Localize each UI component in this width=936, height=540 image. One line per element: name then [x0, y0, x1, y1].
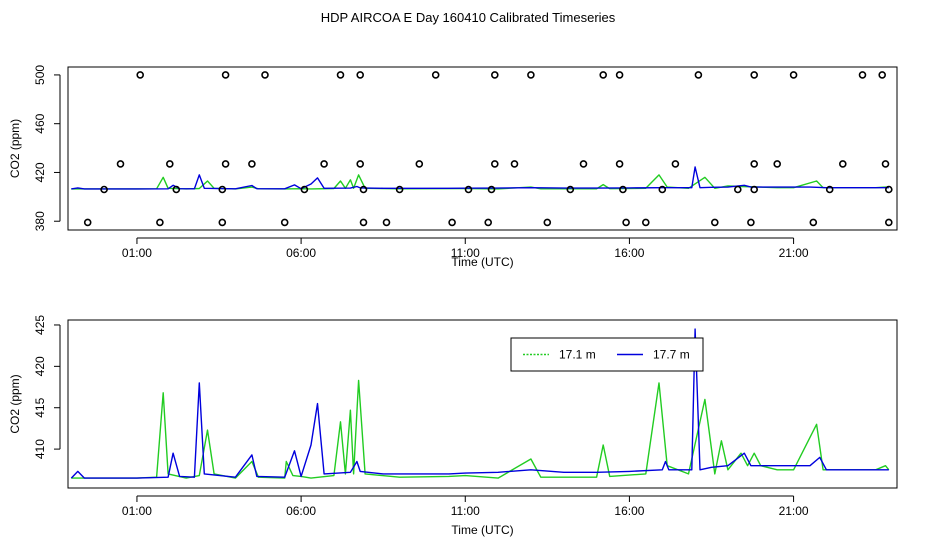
scatter-point	[484, 218, 493, 227]
scatter-point	[221, 160, 230, 168]
scatter-point	[382, 218, 391, 227]
scatter-point	[359, 218, 368, 227]
scatter-point	[136, 71, 144, 79]
y-tick-label: 410	[33, 439, 47, 459]
series-line-1	[71, 379, 890, 479]
scatter-point	[579, 160, 588, 168]
scatter-point	[221, 71, 230, 79]
series-line-2	[71, 166, 889, 190]
scatter-point	[543, 218, 552, 227]
scatter-point	[710, 218, 719, 227]
scatter-point	[881, 160, 890, 168]
y-tick-label: 380	[33, 211, 47, 231]
scatter-point	[448, 218, 456, 227]
scatter-point	[750, 71, 759, 79]
scatter-point	[356, 160, 365, 168]
scatter-point	[838, 160, 847, 168]
scatter-point	[166, 160, 174, 168]
scatter-point	[622, 218, 630, 227]
y-tick-label: 420	[33, 356, 47, 376]
x-tick-label: 01:00	[122, 246, 152, 260]
scatter-point	[100, 185, 108, 194]
scatter-point	[415, 160, 424, 168]
scatter-point	[694, 71, 703, 79]
x-tick-label: 21:00	[779, 246, 809, 260]
scatter-point	[156, 218, 164, 227]
scatter-point	[356, 71, 365, 79]
scatter-point	[490, 160, 499, 168]
scatter-point	[300, 185, 309, 194]
scatter-point	[619, 185, 627, 194]
chart-title: HDP AIRCOA E Day 160410 Calibrated Times…	[321, 10, 616, 25]
y-tick-label: 425	[33, 315, 47, 335]
y-tick-label: 500	[33, 65, 47, 85]
x-tick-label: 11:00	[451, 246, 480, 260]
scatter-point	[809, 218, 818, 227]
x-axis-label: Time (UTC)	[451, 255, 513, 269]
scatter-point	[615, 71, 624, 79]
x-tick-label: 06:00	[286, 504, 316, 518]
scatter-point	[261, 71, 269, 79]
legend-label-2: 17.7 m	[653, 348, 690, 362]
x-tick-label: 21:00	[779, 504, 809, 518]
scatter-point	[658, 185, 667, 194]
scatter-point	[172, 185, 181, 194]
plot-frame	[67, 66, 898, 231]
bottom-panel: 01:00 06:00 11:00 16:00 21:00 Time (UTC) 410 41…	[8, 315, 898, 537]
scatter-point	[83, 218, 92, 227]
scatter-point	[750, 160, 759, 168]
scatter-point	[858, 71, 867, 79]
scatter-point	[671, 160, 680, 168]
legend-box	[510, 337, 704, 372]
y-tick-label: 420	[33, 162, 47, 182]
scatter-point	[336, 71, 345, 79]
scatter-point	[464, 185, 473, 194]
scatter-point	[320, 160, 328, 168]
plot-frame	[67, 319, 898, 489]
top-panel: 01:00 06:00 11:00 16:00 21:00 Time (UTC) 380 42…	[8, 65, 898, 269]
scatter-point	[359, 185, 368, 194]
scatter-point	[218, 185, 227, 194]
scatter-point	[510, 160, 519, 168]
scatter-point	[566, 185, 575, 194]
legend-label-1: 17.1 m	[559, 348, 596, 362]
scatter-point	[789, 71, 798, 79]
y-tick-label: 460	[33, 113, 47, 133]
y-axis-label: CO2 (ppm)	[8, 119, 22, 178]
scatter-point	[878, 71, 887, 79]
x-tick-label: 16:00	[614, 246, 644, 260]
y-axis-label: CO2 (ppm)	[8, 374, 22, 433]
scatter-point	[733, 185, 742, 194]
scatter-point	[615, 160, 624, 168]
scatter-point	[884, 185, 893, 194]
scatter-point	[487, 185, 496, 194]
x-tick-label: 06:00	[286, 246, 316, 260]
scatter-point	[490, 71, 499, 79]
scatter-point	[395, 185, 404, 194]
scatter-point	[884, 218, 893, 227]
x-tick-label: 01:00	[122, 504, 152, 518]
scatter-point	[750, 185, 759, 194]
x-tick-label: 11:00	[451, 504, 480, 518]
scatter-point	[116, 160, 125, 168]
y-tick-label: 415	[33, 397, 47, 417]
scatter-point	[431, 71, 440, 79]
scatter-point	[280, 218, 289, 227]
scatter-point	[773, 160, 782, 168]
scatter-point	[218, 218, 227, 227]
scatter-point	[248, 160, 256, 168]
x-axis-label: Time (UTC)	[451, 523, 513, 537]
scatter-point	[527, 71, 535, 79]
scatter-point	[825, 185, 834, 194]
x-tick-label: 16:00	[614, 504, 644, 518]
scatter-point	[641, 218, 650, 227]
series-line-2	[70, 328, 889, 479]
scatter-point	[747, 218, 755, 227]
scatter-point	[599, 71, 608, 79]
